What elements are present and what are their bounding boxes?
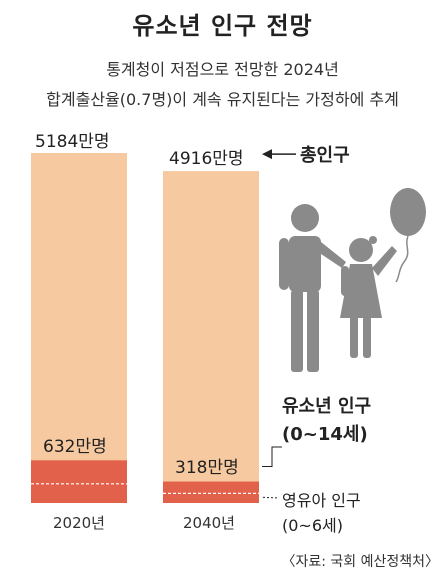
total-population-annotation: 총인구 <box>300 145 350 166</box>
people-illustration-icon <box>279 188 426 372</box>
youth-bar-0 <box>31 460 127 503</box>
category-label-2040: 2040년 <box>183 514 235 532</box>
adult-torso-icon <box>289 236 321 292</box>
infant-leader-line <box>262 496 280 499</box>
infant-population-range: (0~6세) <box>282 516 343 535</box>
chart-subtitle-line1: 통계청이 저점으로 전망한 2024년 <box>106 60 339 79</box>
balloon-icon <box>390 188 426 236</box>
child-hair-bow-icon <box>369 236 377 244</box>
child-left-leg-icon <box>350 316 358 358</box>
youth-population-title: 유소년 인구 <box>282 396 372 417</box>
total-bar-1 <box>163 171 259 504</box>
child-left-arm-icon <box>341 266 349 296</box>
youth-label-2040: 318만명 <box>175 457 239 478</box>
total-label-2020: 5184만명 <box>35 132 110 152</box>
total-arrow-head-icon <box>262 149 272 160</box>
child-right-arm-icon <box>372 246 397 276</box>
child-dress-icon <box>340 264 382 318</box>
child-right-leg-icon <box>363 316 371 358</box>
adult-right-leg-icon <box>307 290 319 372</box>
child-head-icon <box>349 238 373 262</box>
youth-leader-line <box>262 446 282 468</box>
youth-label-2020: 632만명 <box>43 437 107 458</box>
adult-left-leg-icon <box>291 290 303 372</box>
adult-head-icon <box>291 204 319 232</box>
total-bar-0 <box>31 153 127 503</box>
adult-left-arm-icon <box>279 238 289 290</box>
source-note: 〈자료: 국회 예산정책처〉 <box>281 554 439 570</box>
chart-title: 유소년 인구 전망 <box>132 12 313 40</box>
infant-population-title: 영유아 인구 <box>282 491 361 510</box>
bars-layer <box>31 153 259 504</box>
balloon-string-icon <box>395 235 409 283</box>
total-label-2040: 4916만명 <box>169 149 244 170</box>
youth-bar-1 <box>163 481 259 503</box>
youth-population-range: (0~14세) <box>282 424 368 445</box>
category-label-2020: 2020년 <box>53 514 105 532</box>
annotation-lines <box>262 149 296 499</box>
adult-right-arm-icon <box>318 242 346 268</box>
chart-subtitle-line2: 합계출산율(0.7명)이 계속 유지된다는 가정하에 추계 <box>46 90 399 109</box>
